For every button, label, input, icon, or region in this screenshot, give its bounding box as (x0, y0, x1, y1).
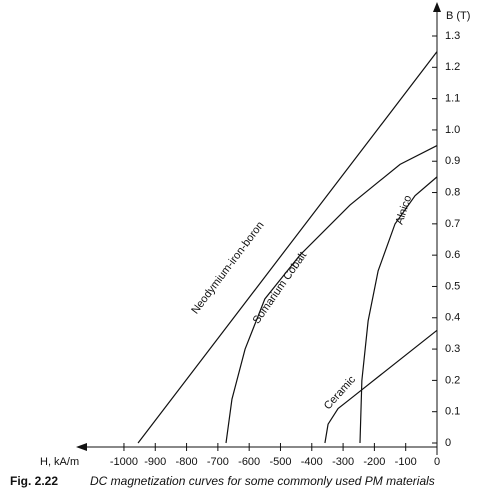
x-tick-label: -1000 (110, 456, 138, 468)
x-tick-label: 0 (434, 456, 440, 468)
curve-label: Alnico (394, 194, 415, 226)
curve-label: Somarium Cobalt (251, 250, 310, 326)
curve (137, 51, 438, 444)
y-axis-label: B (T) (446, 10, 470, 22)
curve (225, 145, 438, 444)
y-tick-label: 0 (445, 437, 451, 449)
x-axis-label: H, kA/m (40, 456, 79, 468)
y-axis-arrow (433, 2, 441, 12)
y-tick-label: 0.1 (445, 406, 460, 418)
x-tick-label: -600 (238, 456, 260, 468)
curve-label: Neodymium-iron-boron (189, 219, 266, 316)
curve (324, 329, 438, 444)
y-tick-label: 0.5 (445, 280, 460, 292)
x-tick-label: -400 (301, 456, 323, 468)
x-axis-arrow (76, 443, 87, 451)
x-tick-label: -100 (395, 456, 417, 468)
y-tick-label: 0.9 (445, 155, 460, 167)
y-tick-label: 0.4 (445, 312, 460, 324)
caption-label: Fig. 2.22 (10, 474, 58, 488)
y-tick-label: 0.6 (445, 249, 460, 261)
curve (359, 176, 438, 444)
x-tick-label: -200 (363, 456, 385, 468)
x-tick-label: -900 (144, 456, 166, 468)
y-tick-label: 1.1 (445, 93, 460, 105)
x-tick-label: -300 (332, 456, 354, 468)
y-tick-label: 0.7 (445, 218, 460, 230)
y-tick-label: 1.2 (445, 61, 460, 73)
y-tick-label: 0.2 (445, 374, 460, 386)
y-tick-label: 0.3 (445, 343, 460, 355)
y-tick-label: 1.0 (445, 124, 460, 136)
y-tick-label: 1.3 (445, 30, 460, 42)
x-tick-label: -700 (207, 456, 229, 468)
x-tick-label: -800 (176, 456, 198, 468)
x-tick-label: -500 (269, 456, 291, 468)
y-tick-label: 0.8 (445, 186, 460, 198)
caption-text: DC magnetization curves for some commonl… (90, 474, 435, 488)
